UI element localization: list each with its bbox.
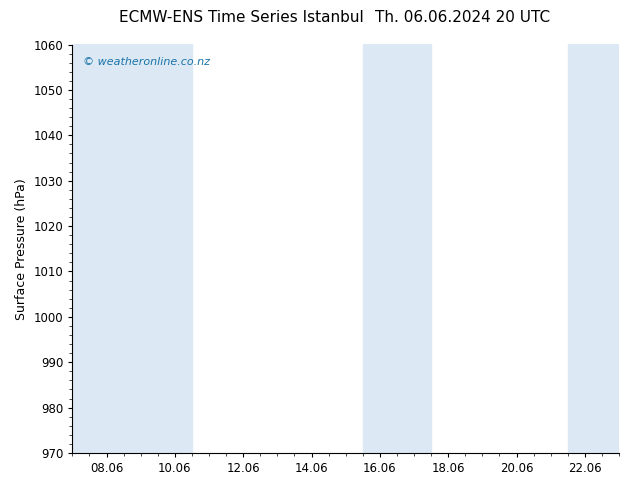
Bar bbox=[141, 45, 192, 453]
Text: © weatheronline.co.nz: © weatheronline.co.nz bbox=[83, 57, 210, 67]
Bar bbox=[568, 45, 619, 453]
Text: Th. 06.06.2024 20 UTC: Th. 06.06.2024 20 UTC bbox=[375, 10, 550, 25]
Bar bbox=[72, 45, 141, 453]
Bar bbox=[363, 45, 431, 453]
Text: ECMW-ENS Time Series Istanbul: ECMW-ENS Time Series Istanbul bbox=[119, 10, 363, 25]
Y-axis label: Surface Pressure (hPa): Surface Pressure (hPa) bbox=[15, 178, 28, 319]
